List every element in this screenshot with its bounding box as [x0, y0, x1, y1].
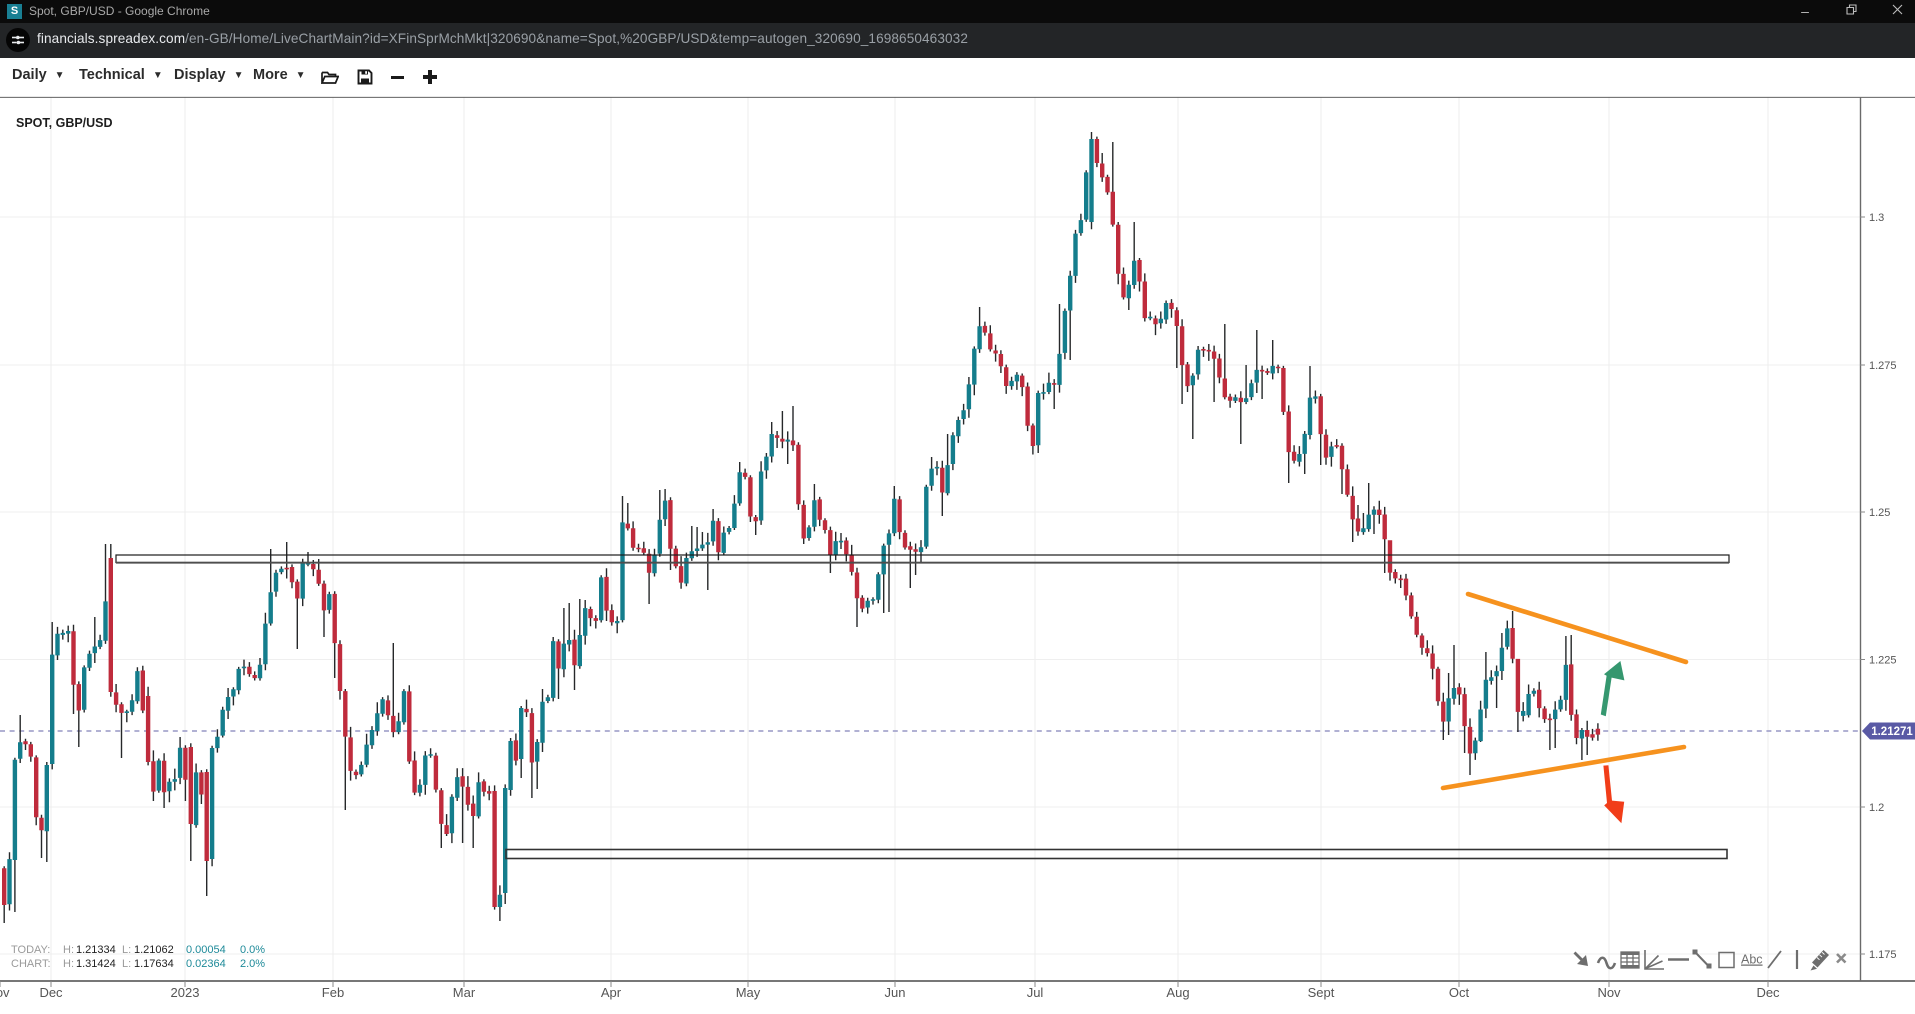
svg-text:Mar: Mar: [453, 985, 476, 1000]
svg-text:1.275: 1.275: [1869, 360, 1897, 372]
svg-text:1.21062: 1.21062: [134, 944, 174, 956]
svg-text:Oct: Oct: [1449, 985, 1470, 1000]
svg-text:May: May: [736, 985, 761, 1000]
svg-text:Jul: Jul: [1027, 985, 1044, 1000]
svg-text:1.2: 1.2: [1869, 802, 1884, 814]
svg-text:Nov: Nov: [0, 985, 10, 1000]
svg-text:2023: 2023: [171, 985, 200, 1000]
svg-text:1.225: 1.225: [1869, 655, 1897, 667]
svg-text:H:: H:: [63, 944, 74, 956]
svg-text:TODAY:: TODAY:: [11, 944, 50, 956]
svg-text:0.0%: 0.0%: [240, 944, 265, 956]
svg-text:Abc: Abc: [1741, 953, 1763, 967]
svg-text:1.21334: 1.21334: [76, 944, 116, 956]
svg-text:Dec: Dec: [39, 985, 63, 1000]
svg-text:1.31424: 1.31424: [76, 958, 116, 970]
svg-text:Feb: Feb: [322, 985, 344, 1000]
svg-text:Dec: Dec: [1756, 985, 1780, 1000]
svg-text:1.175: 1.175: [1869, 949, 1897, 961]
svg-text:Apr: Apr: [601, 985, 622, 1000]
svg-text:0.02364: 0.02364: [186, 958, 226, 970]
svg-text:2.0%: 2.0%: [240, 958, 265, 970]
svg-text:Nov: Nov: [1597, 985, 1621, 1000]
svg-text:1.21271: 1.21271: [1871, 726, 1913, 738]
svg-text:H:: H:: [63, 958, 74, 970]
svg-text:L:: L:: [122, 944, 131, 956]
svg-text:L:: L:: [122, 958, 131, 970]
svg-text:1.25: 1.25: [1869, 507, 1890, 519]
svg-text:Aug: Aug: [1166, 985, 1189, 1000]
svg-text:Jun: Jun: [885, 985, 906, 1000]
svg-text:Sept: Sept: [1308, 985, 1335, 1000]
svg-text:SPOT, GBP/USD: SPOT, GBP/USD: [16, 116, 113, 130]
svg-text:0.00054: 0.00054: [186, 944, 226, 956]
svg-text:CHART:: CHART:: [11, 958, 51, 970]
svg-text:1.3: 1.3: [1869, 212, 1884, 224]
svg-text:1.17634: 1.17634: [134, 958, 174, 970]
